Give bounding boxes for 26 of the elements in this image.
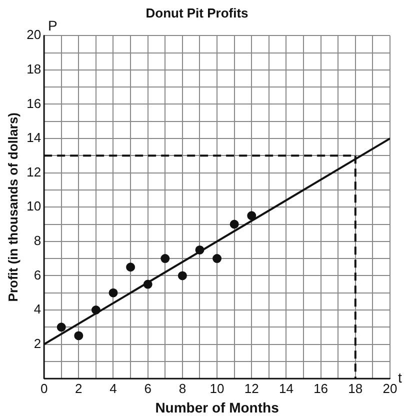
- x-tick-label: 18: [348, 380, 363, 396]
- text: P: [48, 17, 58, 34]
- y-tick-label: 4: [34, 302, 42, 317]
- y-tick-label: 16: [26, 96, 42, 111]
- x-tick-label: 8: [178, 380, 186, 396]
- y-tick-label: 20: [26, 27, 42, 42]
- y-tick-label: 18: [26, 61, 42, 76]
- y-axis-title: Profit (in thousands of dollars): [5, 112, 20, 302]
- y-tick-label: 14: [26, 130, 42, 146]
- x-tick-label: 20: [382, 380, 398, 396]
- y-tick-label: 10: [26, 198, 42, 214]
- x-tick-label: 16: [314, 380, 328, 396]
- y-tick-label: 8: [34, 232, 42, 248]
- x-axis-title: Number of Months: [155, 399, 280, 416]
- x-tick-label: 14: [278, 380, 294, 396]
- x-tick-label: 10: [210, 380, 224, 396]
- x-tick-label: 4: [110, 380, 117, 396]
- y-tick-label: 6: [34, 267, 42, 282]
- y-tick-label: 12: [26, 164, 42, 180]
- chart-title: Donut Pit Profits: [146, 5, 248, 20]
- x-tick-label: 6: [144, 380, 152, 396]
- text: t: [398, 369, 402, 386]
- y-tick-label: 2: [34, 336, 42, 351]
- x-tick-label: 12: [244, 380, 259, 396]
- x-tick-label: 0: [40, 380, 48, 396]
- x-tick-label: 2: [75, 380, 82, 396]
